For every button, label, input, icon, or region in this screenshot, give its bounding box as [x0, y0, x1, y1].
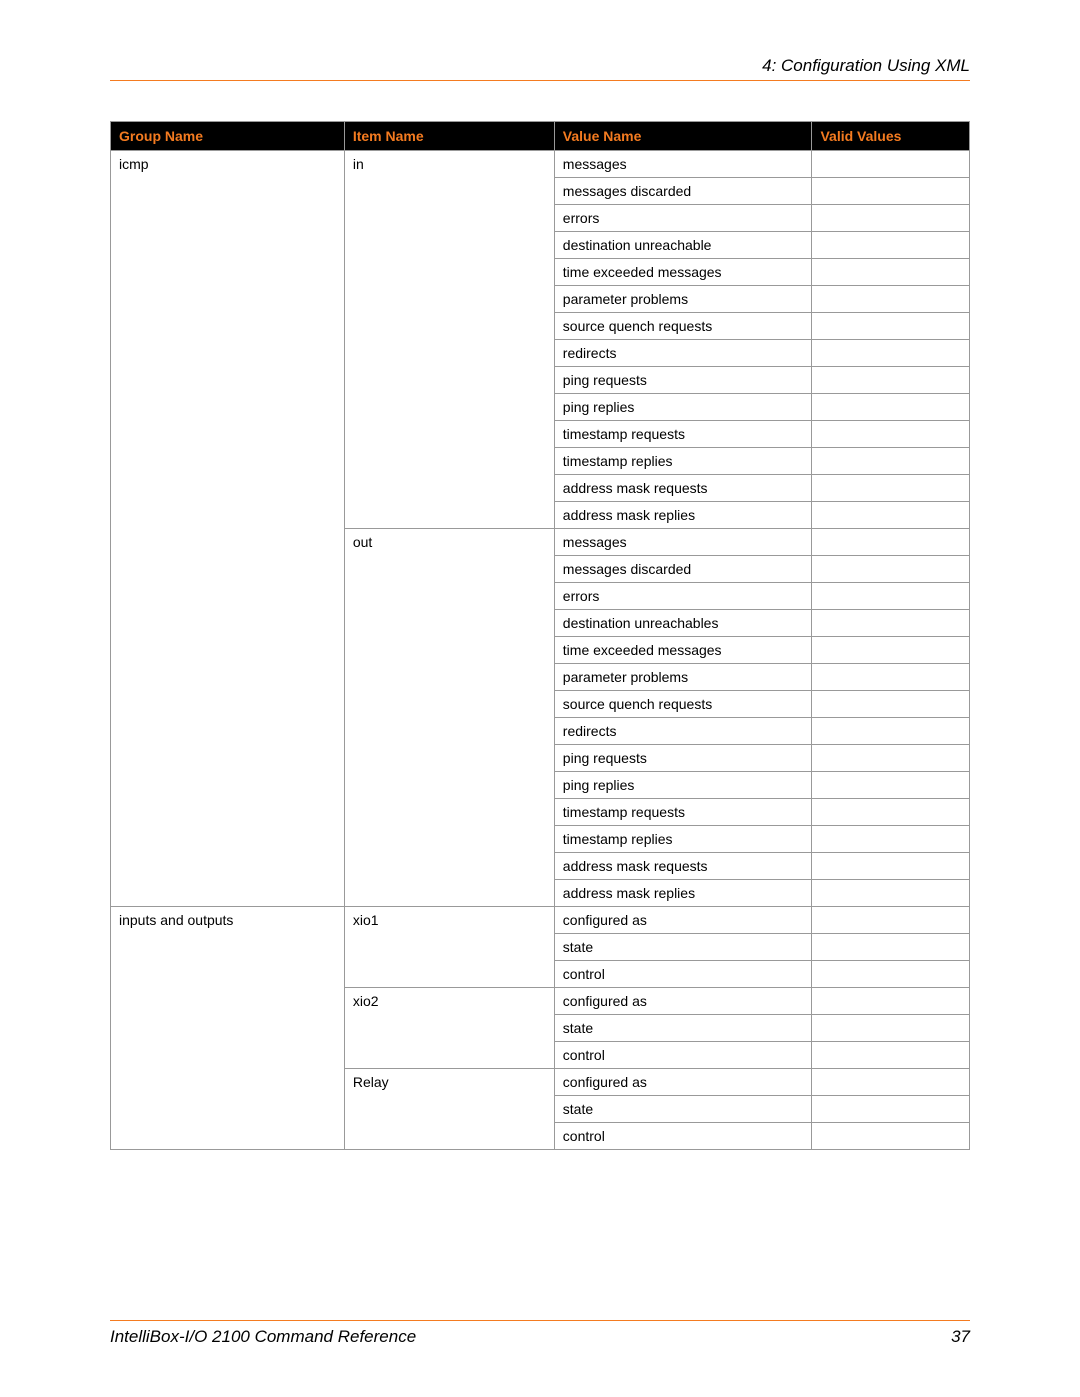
valid-values-cell	[812, 205, 970, 232]
valid-values-cell	[812, 340, 970, 367]
footer-doc-title: IntelliBox-I/O 2100 Command Reference	[110, 1327, 416, 1347]
col-header-valid: Valid Values	[812, 122, 970, 151]
valid-values-cell	[812, 1123, 970, 1150]
valid-values-cell	[812, 448, 970, 475]
value-name-cell: address mask replies	[554, 880, 812, 907]
valid-values-cell	[812, 232, 970, 259]
valid-values-cell	[812, 988, 970, 1015]
item-name-cell: Relay	[344, 1069, 554, 1150]
valid-values-cell	[812, 772, 970, 799]
valid-values-cell	[812, 178, 970, 205]
value-name-cell: state	[554, 1096, 812, 1123]
footer-page-number: 37	[951, 1327, 970, 1347]
value-name-cell: source quench requests	[554, 313, 812, 340]
valid-values-cell	[812, 529, 970, 556]
table-row: icmpinmessages	[111, 151, 970, 178]
value-name-cell: ping requests	[554, 367, 812, 394]
item-name-cell: in	[344, 151, 554, 529]
valid-values-cell	[812, 151, 970, 178]
value-name-cell: timestamp replies	[554, 448, 812, 475]
group-name-cell: icmp	[111, 151, 345, 907]
value-name-cell: control	[554, 1042, 812, 1069]
value-name-cell: state	[554, 934, 812, 961]
valid-values-cell	[812, 1015, 970, 1042]
value-name-cell: redirects	[554, 340, 812, 367]
valid-values-cell	[812, 286, 970, 313]
item-name-cell: xio2	[344, 988, 554, 1069]
table-header-row: Group Name Item Name Value Name Valid Va…	[111, 122, 970, 151]
value-name-cell: messages	[554, 529, 812, 556]
table-row: inputs and outputsxio1configured as	[111, 907, 970, 934]
value-name-cell: destination unreachable	[554, 232, 812, 259]
value-name-cell: control	[554, 1123, 812, 1150]
valid-values-cell	[812, 367, 970, 394]
valid-values-cell	[812, 475, 970, 502]
value-name-cell: control	[554, 961, 812, 988]
value-name-cell: time exceeded messages	[554, 259, 812, 286]
valid-values-cell	[812, 664, 970, 691]
valid-values-cell	[812, 799, 970, 826]
valid-values-cell	[812, 1096, 970, 1123]
value-name-cell: errors	[554, 205, 812, 232]
value-name-cell: messages discarded	[554, 556, 812, 583]
value-name-cell: configured as	[554, 988, 812, 1015]
valid-values-cell	[812, 907, 970, 934]
valid-values-cell	[812, 610, 970, 637]
value-name-cell: parameter problems	[554, 664, 812, 691]
value-name-cell: timestamp requests	[554, 799, 812, 826]
valid-values-cell	[812, 961, 970, 988]
col-header-item: Item Name	[344, 122, 554, 151]
value-name-cell: ping requests	[554, 745, 812, 772]
value-name-cell: errors	[554, 583, 812, 610]
valid-values-cell	[812, 259, 970, 286]
value-name-cell: parameter problems	[554, 286, 812, 313]
section-title: 4: Configuration Using XML	[110, 56, 970, 76]
value-name-cell: messages discarded	[554, 178, 812, 205]
valid-values-cell	[812, 691, 970, 718]
valid-values-cell	[812, 313, 970, 340]
value-name-cell: configured as	[554, 907, 812, 934]
item-name-cell: out	[344, 529, 554, 907]
value-name-cell: configured as	[554, 1069, 812, 1096]
value-name-cell: timestamp requests	[554, 421, 812, 448]
value-name-cell: ping replies	[554, 394, 812, 421]
footer-rule	[110, 1320, 970, 1321]
value-name-cell: redirects	[554, 718, 812, 745]
value-name-cell: messages	[554, 151, 812, 178]
valid-values-cell	[812, 1069, 970, 1096]
value-name-cell: timestamp replies	[554, 826, 812, 853]
col-header-group: Group Name	[111, 122, 345, 151]
col-header-value: Value Name	[554, 122, 812, 151]
valid-values-cell	[812, 421, 970, 448]
valid-values-cell	[812, 880, 970, 907]
header-rule	[110, 80, 970, 81]
value-name-cell: address mask requests	[554, 475, 812, 502]
value-name-cell: source quench requests	[554, 691, 812, 718]
valid-values-cell	[812, 637, 970, 664]
valid-values-cell	[812, 718, 970, 745]
valid-values-cell	[812, 853, 970, 880]
value-name-cell: ping replies	[554, 772, 812, 799]
valid-values-cell	[812, 826, 970, 853]
group-name-cell: inputs and outputs	[111, 907, 345, 1150]
valid-values-cell	[812, 394, 970, 421]
value-name-cell: time exceeded messages	[554, 637, 812, 664]
valid-values-cell	[812, 556, 970, 583]
valid-values-cell	[812, 934, 970, 961]
valid-values-cell	[812, 502, 970, 529]
valid-values-cell	[812, 745, 970, 772]
item-name-cell: xio1	[344, 907, 554, 988]
valid-values-cell	[812, 1042, 970, 1069]
value-name-cell: destination unreachables	[554, 610, 812, 637]
value-name-cell: state	[554, 1015, 812, 1042]
xml-config-table: Group Name Item Name Value Name Valid Va…	[110, 121, 970, 1150]
value-name-cell: address mask replies	[554, 502, 812, 529]
valid-values-cell	[812, 583, 970, 610]
value-name-cell: address mask requests	[554, 853, 812, 880]
